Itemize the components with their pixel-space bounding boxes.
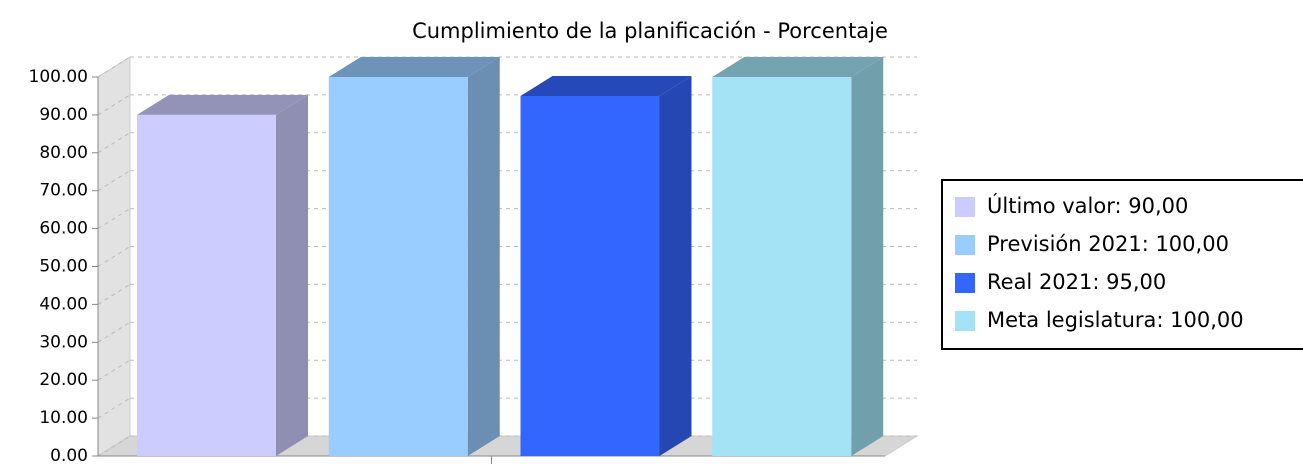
grid-line [97,56,131,78]
bar-top [520,75,692,96]
grid-line [97,283,131,305]
legend-label: Real 2021: 95,00 [987,270,1166,294]
chart-title: Cumplimiento de la planificación - Porce… [412,19,888,43]
y-tick-label: 20.00 [39,370,88,390]
y-tick-label: 100.00 [29,67,88,87]
bar-top [712,57,884,77]
bar-side [467,57,500,456]
y-tick-label: 0.00 [50,446,88,464]
grid-line [97,435,131,457]
legend-label: Previsión 2021: 100,00 [987,232,1229,256]
bar-side [276,94,308,457]
legend-swatch [955,311,975,331]
grid-line [97,170,131,192]
bar [328,77,468,456]
grid-line [97,132,131,154]
legend-label: Último valor: 90,00 [987,193,1188,218]
grid-line [97,246,131,267]
bar [520,95,660,456]
y-tick-label: 80.00 [39,143,88,163]
grid-line [97,397,131,419]
y-tick-label: 90.00 [39,105,88,125]
grid-line [97,321,131,343]
bar-side [851,57,884,456]
bar-top [328,57,500,77]
y-tick-label: 40.00 [39,294,88,314]
legend-box [941,179,1303,350]
legend-label: Meta legislatura: 100,00 [987,308,1244,332]
y-tick-label: 30.00 [39,332,88,352]
bar-side [659,75,692,456]
grid-line [97,359,131,381]
grid-line [97,94,131,116]
bar-top [137,94,308,115]
y-tick-label: 10.00 [39,408,88,428]
legend-swatch [955,197,975,217]
y-tick-label: 70.00 [39,181,88,201]
grid-line [97,208,131,230]
legend-swatch [955,273,975,293]
bar [712,77,852,456]
y-tick-label: 50.00 [39,257,88,277]
bar [137,114,276,457]
y-tick-label: 60.00 [39,219,88,239]
legend-swatch [955,235,975,255]
